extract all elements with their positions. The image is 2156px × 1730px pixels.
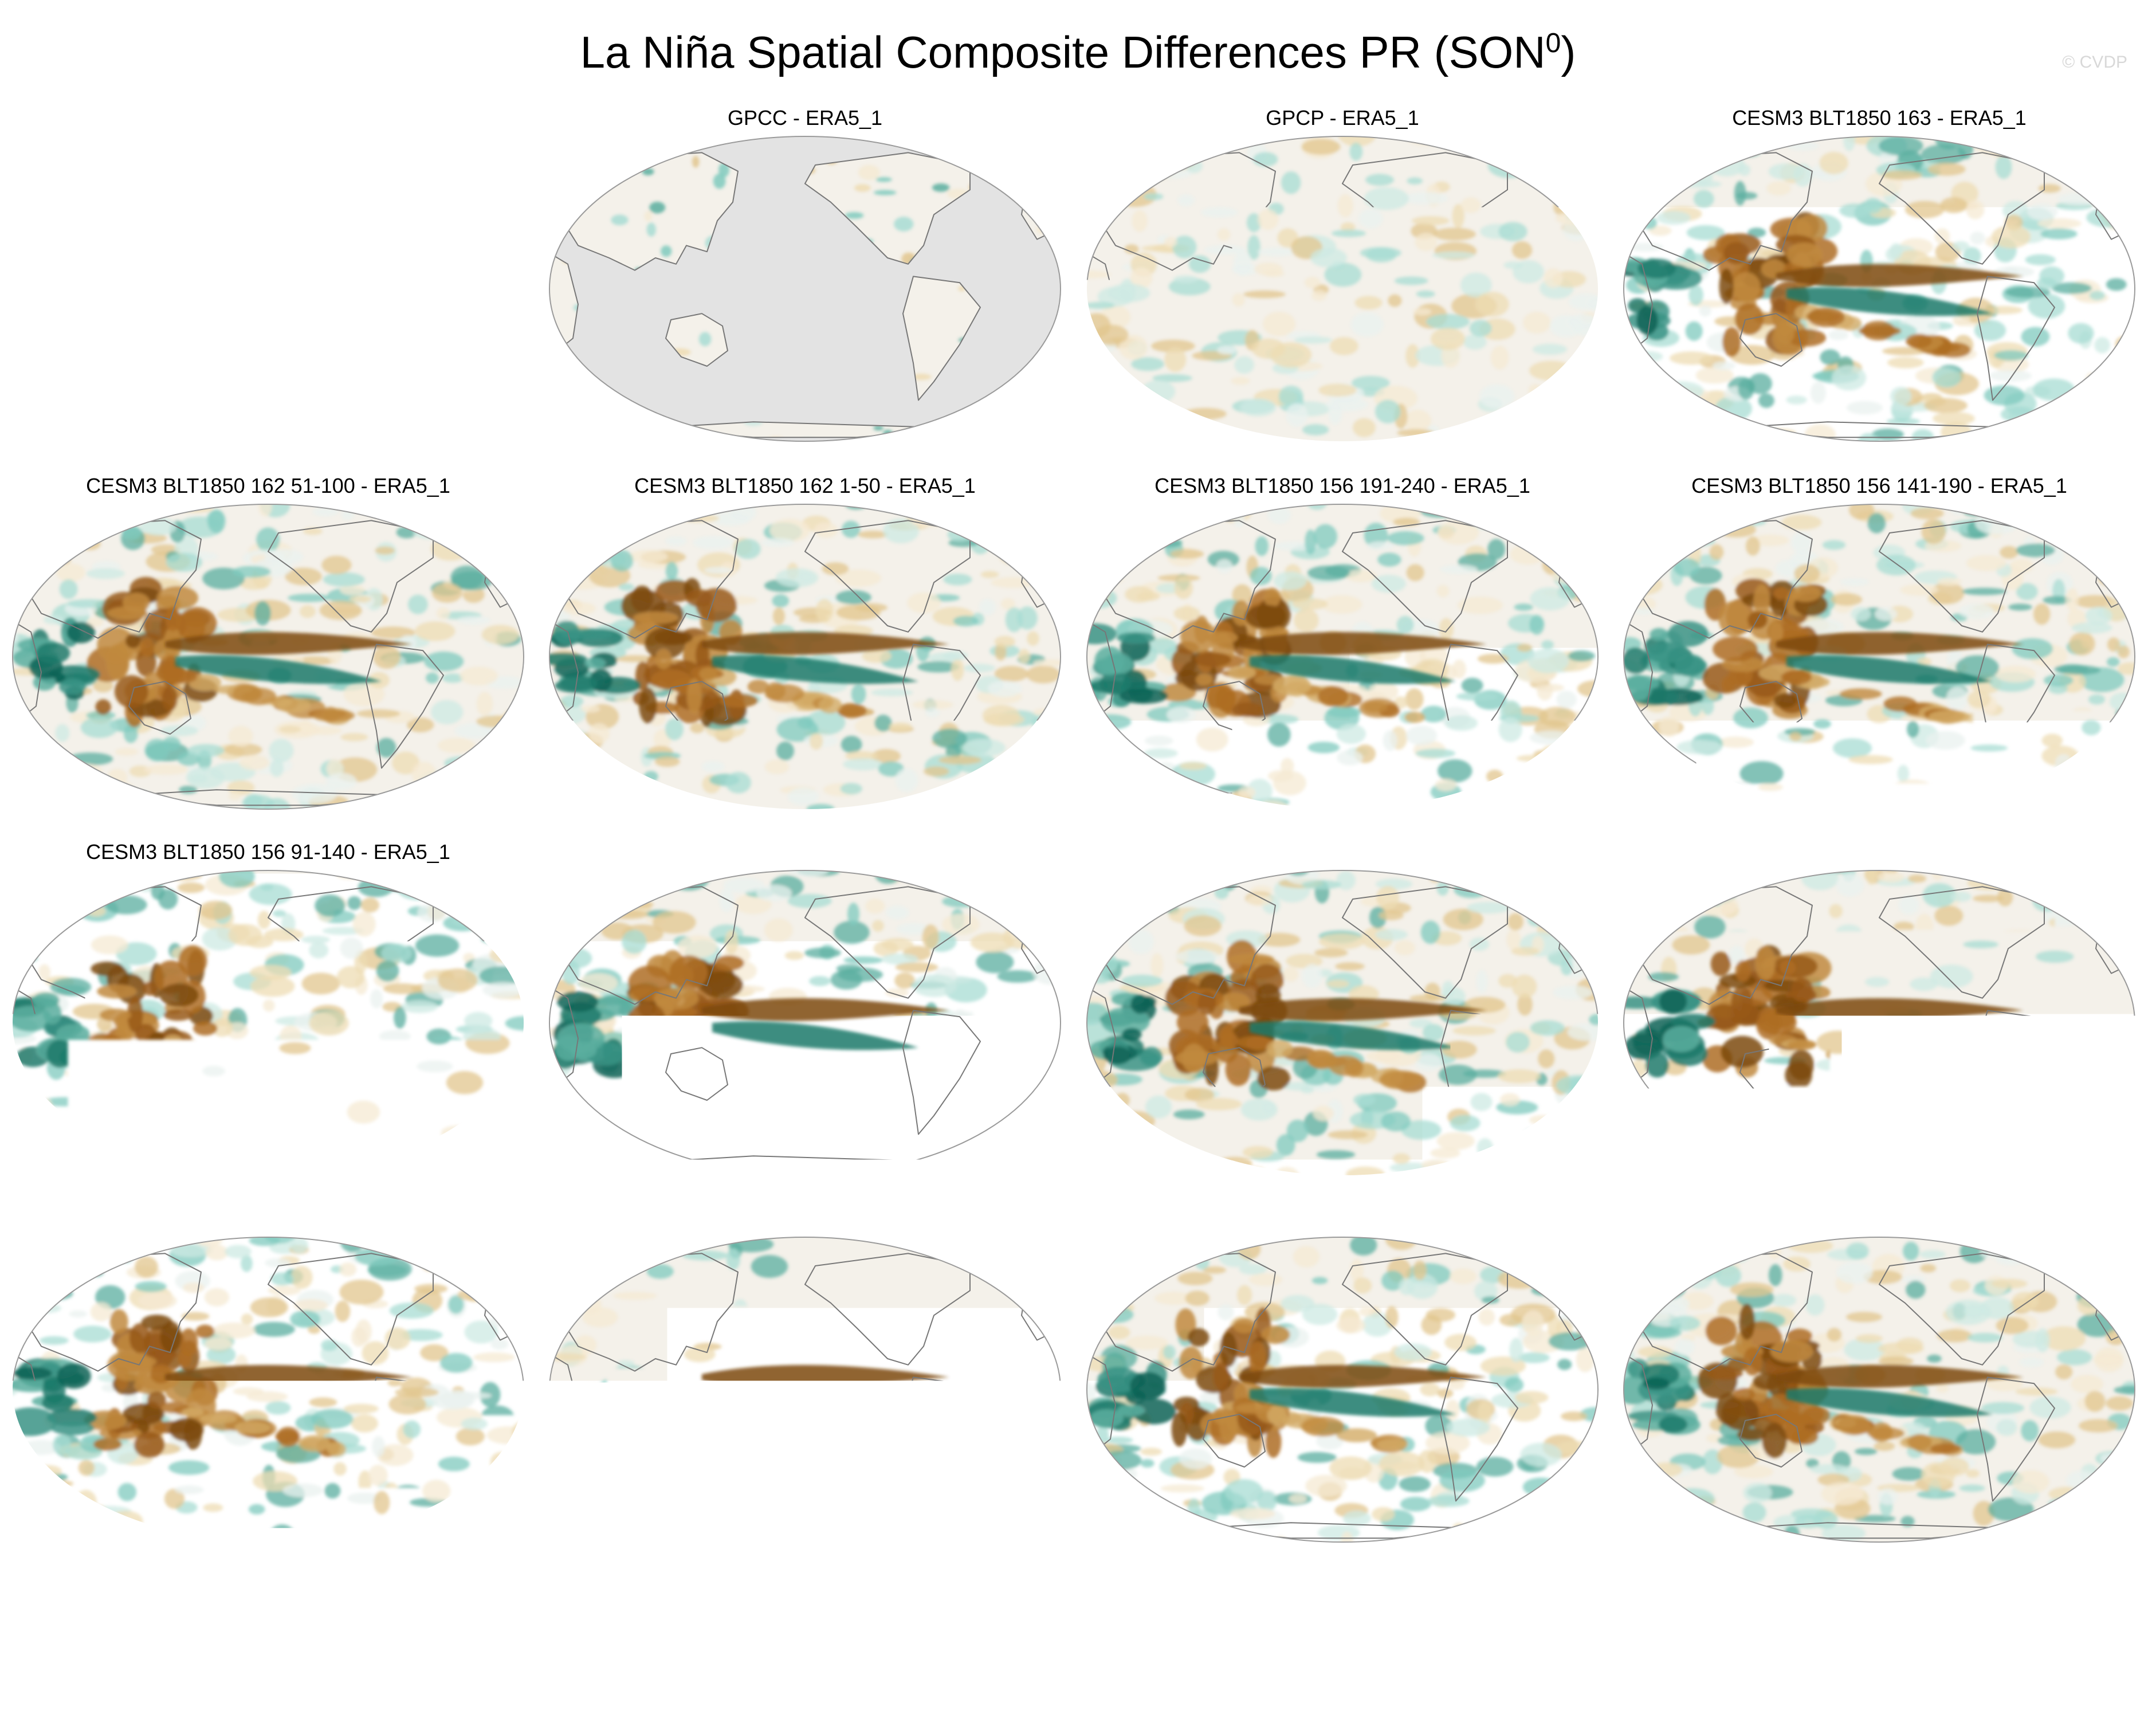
colorbar-tick-label: -.75 — [771, 1638, 830, 1676]
map-panel: CESM3 BLT1850 162 1-50 - ERA5_1 — [541, 473, 1069, 840]
precip-anomaly-map — [10, 868, 526, 1178]
panel-title: CESM2 piControl A - ERA5_1 — [1616, 1206, 2143, 1231]
colorbar-bin — [385, 1598, 455, 1630]
panel-title: CESM3 BLT1850 162 51-100 - ERA5_1 — [5, 473, 532, 499]
map-panel: CESM3 BLT1850 156 191-240 - ERA5_1 — [1079, 473, 1606, 840]
colorbar-tick-label: -.5 — [850, 1638, 890, 1676]
panel-title: CESM3 BLT1850 156 191-240 - ERA5_1 — [1079, 473, 1606, 499]
colorbar-bin — [1148, 1598, 1218, 1630]
colorbar-tick-label: .5 — [1272, 1638, 1301, 1676]
colorbar-tick-label: .75 — [1332, 1638, 1379, 1676]
colorbar-tick-label: 4 — [1623, 1638, 1642, 1676]
precip-anomaly-map — [547, 868, 1063, 1178]
panel-title: GPCP - ERA5_1 — [1079, 105, 1606, 131]
precip-anomaly-map — [547, 502, 1063, 811]
figure-title: La Niña Spatial Composite Differences PR… — [0, 16, 2156, 80]
precip-anomaly-map — [1621, 134, 2137, 444]
map-panel: CESM3 BLT1850 162 51-100 - ERA5_1 — [5, 473, 532, 840]
map-panel: CESM3 BLT1850 121 101-150 - ERA5_1 — [1079, 839, 1606, 1206]
colorbar-bin — [1009, 1598, 1079, 1630]
precip-anomaly-map — [10, 502, 526, 811]
map-panel: CESM3 BLT1850 121 151-200 - ERA5_1 — [541, 839, 1069, 1206]
precip-anomaly-map — [547, 134, 1063, 444]
panel-title: CESM3 BLT1850 156 80-240 - ERA5_1 — [5, 1206, 532, 1231]
colorbar-tick-label: -2 — [647, 1638, 677, 1676]
colorbar-bin — [1286, 1598, 1356, 1630]
precip-anomaly-map — [1085, 868, 1600, 1178]
colorbar-tick-label: 1 — [1415, 1638, 1434, 1676]
cvdp-watermark: © CVDP — [2062, 53, 2127, 72]
precip-anomaly-map — [1621, 868, 2137, 1178]
colorbar-tick-label: -.25 — [910, 1638, 969, 1676]
colorbar-bin — [732, 1598, 802, 1630]
colorbar-tick-label: -4 — [508, 1638, 539, 1676]
colorbar-bin — [1494, 1598, 1564, 1630]
colorbar-units: mm/day — [0, 1673, 2156, 1711]
precip-anomaly-map — [547, 1235, 1063, 1544]
map-panel: CESM3 BLT1850 156 141-190 - ERA5_1 — [1616, 473, 2143, 840]
panel-title: CESM3 BLT1850 121 151-200 - ERA5_1 — [541, 839, 1069, 865]
colorbar-bin — [662, 1598, 732, 1630]
colorbar-bin — [1356, 1598, 1425, 1630]
colorbar-bin — [870, 1598, 940, 1630]
colorbar-tick-label: -1 — [716, 1638, 747, 1676]
panel-title: CESM2 piControl C - ERA5_1 — [541, 1206, 1069, 1231]
map-panel: CESM3 BLT1850 156 91-140 - ERA5_1 — [5, 839, 532, 1206]
colorbar-tick-label: 5 — [1692, 1638, 1711, 1676]
map-panel: CESM2 piControl A - ERA5_1 — [1616, 1206, 2143, 1573]
map-panel: GPCC - ERA5_1 — [541, 105, 1069, 472]
map-panel: CESM3 BLT1850 156 80-240 - ERA5_1 — [5, 1206, 532, 1573]
colorbar-bin — [940, 1598, 1010, 1630]
colorbar-bin — [1078, 1598, 1148, 1630]
precip-anomaly-map — [1085, 134, 1600, 444]
map-panel: CESM2 piControl C - ERA5_1 — [541, 1206, 1069, 1573]
panel-title: CESM2 piControl B - ERA5_1 — [1079, 1206, 1606, 1231]
map-panel: CESM2 piControl B - ERA5_1 — [1079, 1206, 1606, 1573]
colorbar-tick-label: 2 — [1485, 1638, 1503, 1676]
colorbar-bin — [1425, 1598, 1495, 1630]
colorbar-bin — [1217, 1598, 1287, 1630]
precip-anomaly-map — [10, 1235, 526, 1544]
colorbar-bin — [801, 1598, 871, 1630]
colorbar-tick-label: -.1 — [989, 1638, 1029, 1676]
map-panel: CESM3 BLT1850 163 - ERA5_1 — [1616, 105, 2143, 472]
colorbar-tick-label: .25 — [1193, 1638, 1240, 1676]
colorbar-tick-label: -5 — [439, 1638, 469, 1676]
colorbar-tick-label: 3 — [1554, 1638, 1573, 1676]
colorbar-bin — [454, 1598, 524, 1630]
map-panel: CESM3 BLT1850 162 25-100 - ERA5_1 — [1616, 839, 2143, 1206]
panel-title: CESM3 BLT1850 162 25-100 - ERA5_1 — [1616, 839, 2143, 865]
colorbar-bin — [1702, 1598, 1772, 1630]
colorbar-bin — [1633, 1598, 1703, 1630]
panel-title: CESM3 BLT1850 156 141-190 - ERA5_1 — [1616, 473, 2143, 499]
precip-anomaly-map — [1085, 1235, 1600, 1544]
precip-anomaly-map — [1621, 1235, 2137, 1544]
panel-title: GPCC - ERA5_1 — [541, 105, 1069, 131]
panel-title: CESM3 BLT1850 163 - ERA5_1 — [1616, 105, 2143, 131]
colorbar-tick-label: 0 — [1069, 1638, 1087, 1676]
precip-anomaly-map — [1621, 502, 2137, 811]
panel-title: CESM3 BLT1850 121 101-150 - ERA5_1 — [1079, 839, 1606, 865]
colorbar-tick-label: -3 — [578, 1638, 608, 1676]
colorbar-bin — [524, 1598, 594, 1630]
map-panel: GPCP - ERA5_1 — [1079, 105, 1606, 472]
colorbar-bin — [1564, 1598, 1633, 1630]
colorbar — [385, 1598, 1772, 1630]
panel-title: CESM3 BLT1850 162 1-50 - ERA5_1 — [541, 473, 1069, 499]
panel-title: CESM3 BLT1850 156 91-140 - ERA5_1 — [5, 839, 532, 865]
colorbar-bin — [593, 1598, 663, 1630]
precip-anomaly-map — [1085, 502, 1600, 811]
colorbar-tick-label: .1 — [1133, 1638, 1162, 1676]
